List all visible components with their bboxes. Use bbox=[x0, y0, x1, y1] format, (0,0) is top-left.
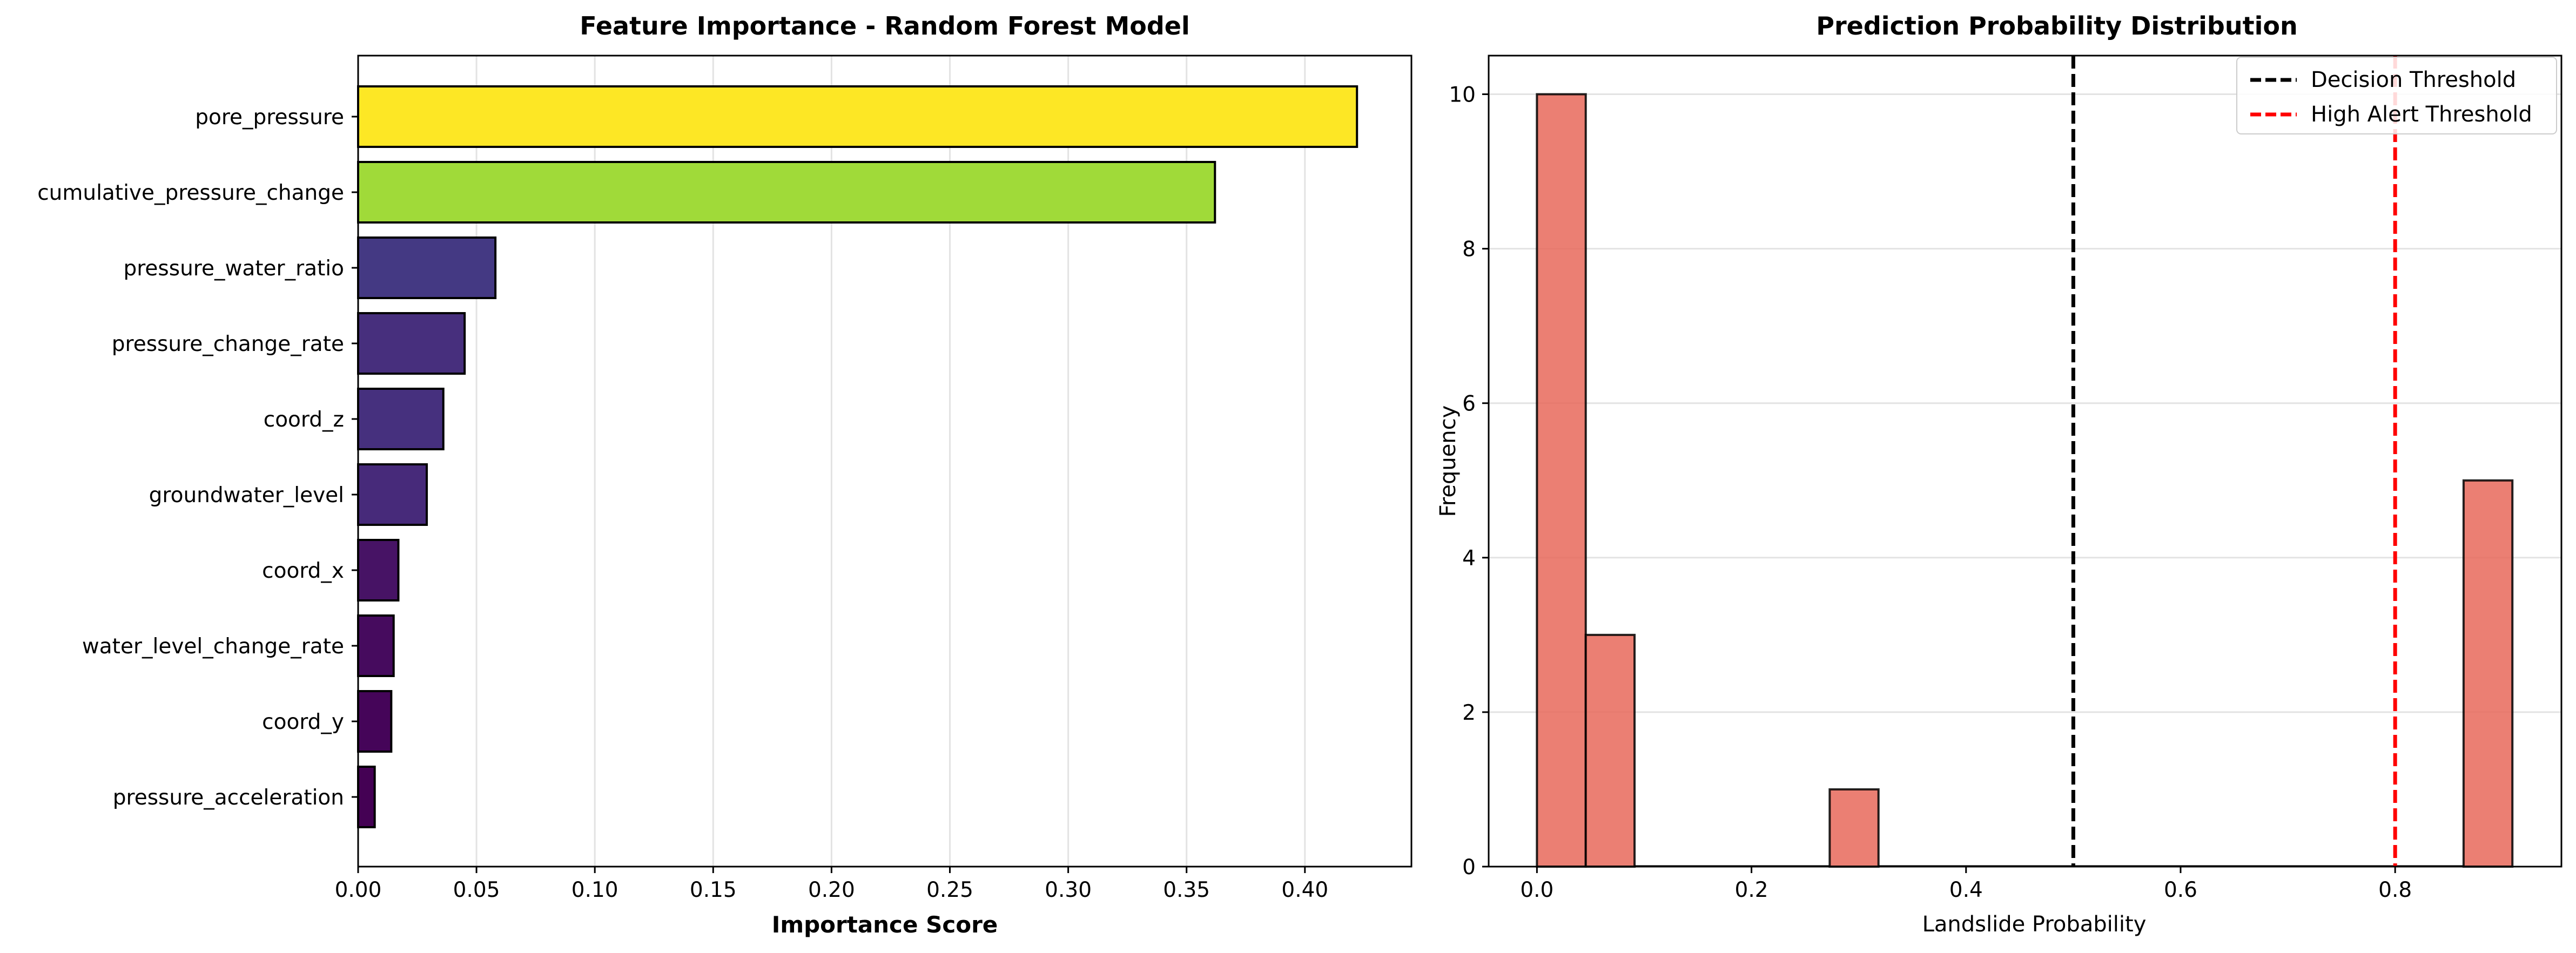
bar bbox=[357, 766, 376, 828]
bar bbox=[357, 463, 428, 526]
y-tick-label: 2 bbox=[1462, 701, 1476, 725]
x-tick-label: 0.8 bbox=[2378, 878, 2412, 902]
x-tick-label: 0.15 bbox=[690, 878, 737, 902]
x-axis-label: Landslide Probability bbox=[1922, 912, 2147, 937]
category-label: coord_z bbox=[264, 408, 344, 432]
y-axis-label: Frequency bbox=[1436, 405, 1461, 517]
histogram-bar bbox=[1584, 633, 1636, 868]
y-tick-label: 0 bbox=[1462, 855, 1476, 880]
bar bbox=[357, 614, 395, 677]
bar bbox=[357, 236, 497, 299]
bar bbox=[357, 539, 400, 601]
threshold-lines bbox=[2071, 56, 2397, 867]
x-axis-label: Importance Score bbox=[772, 911, 998, 938]
chart-title: Feature Importance - Random Forest Model bbox=[580, 11, 1189, 40]
x-tick-label: 0.20 bbox=[808, 878, 855, 902]
x-tick-label: 0.40 bbox=[1281, 878, 1328, 902]
bar bbox=[357, 388, 445, 450]
grid-lines bbox=[1489, 93, 2561, 868]
x-tick-label: 0.4 bbox=[1949, 878, 1983, 902]
histogram-bar bbox=[2462, 479, 2514, 868]
bars bbox=[357, 85, 1358, 828]
legend-label-decision: Decision Threshold bbox=[2311, 67, 2516, 92]
chart-title: Prediction Probability Distribution bbox=[1816, 11, 2297, 40]
plot-frame bbox=[357, 55, 1413, 868]
plot-frame bbox=[1488, 55, 2562, 868]
y-tick-label: 10 bbox=[1449, 83, 1476, 107]
x-tick-label: 0.05 bbox=[453, 878, 500, 902]
y-tick-label: 4 bbox=[1462, 546, 1476, 571]
category-label: water_level_change_rate bbox=[82, 634, 344, 659]
bar bbox=[357, 312, 466, 375]
y-tick-labels: 0 2 4 6 8 10 bbox=[1449, 83, 1489, 880]
x-tick-labels: 0.00 0.05 0.10 0.15 0.20 0.25 0.30 0.35 0.40 bbox=[335, 878, 1329, 902]
feature-importance-chart: Feature Importance - Random Forest Model… bbox=[37, 11, 1413, 938]
histogram-bar bbox=[1828, 788, 1880, 868]
x-tick-label: 0.6 bbox=[2164, 878, 2197, 902]
category-label: pressure_change_rate bbox=[112, 332, 344, 356]
x-tick-label: 0.25 bbox=[926, 878, 973, 902]
legend-box bbox=[2236, 57, 2557, 134]
category-label: pressure_acceleration bbox=[113, 786, 344, 810]
category-label: cumulative_pressure_change bbox=[37, 181, 344, 205]
category-label: groundwater_level bbox=[149, 483, 344, 508]
x-tick-label: 0.2 bbox=[1735, 878, 1768, 902]
legend-label-high-alert: High Alert Threshold bbox=[2311, 102, 2532, 127]
histogram-bars bbox=[1536, 93, 2514, 868]
y-tick-label: 6 bbox=[1462, 392, 1476, 416]
bar bbox=[357, 85, 1358, 148]
legend: Decision Threshold High Alert Threshold bbox=[2236, 57, 2557, 134]
bar bbox=[357, 690, 393, 753]
x-tick-label: 0.00 bbox=[335, 878, 382, 902]
x-tick-label: 0.0 bbox=[1520, 878, 1553, 902]
x-tick-label: 0.35 bbox=[1163, 878, 1210, 902]
category-label: coord_y bbox=[262, 710, 344, 734]
x-tick-label: 0.10 bbox=[571, 878, 618, 902]
x-tick-labels: 0.0 0.2 0.4 0.6 0.8 bbox=[1520, 867, 2412, 902]
bar bbox=[357, 161, 1216, 224]
probability-distribution-chart: Prediction Probability Distribution 0.0 0… bbox=[1436, 11, 2562, 937]
x-tick-label: 0.30 bbox=[1045, 878, 1092, 902]
category-labels: pore_pressure cumulative_pressure_changep… bbox=[37, 105, 358, 810]
category-label: coord_x bbox=[262, 559, 344, 583]
category-label: pressure_water_ratio bbox=[124, 256, 345, 281]
category-label: pore_pressure bbox=[195, 105, 344, 130]
y-tick-label: 8 bbox=[1462, 238, 1476, 262]
histogram-bar bbox=[1536, 93, 1587, 868]
